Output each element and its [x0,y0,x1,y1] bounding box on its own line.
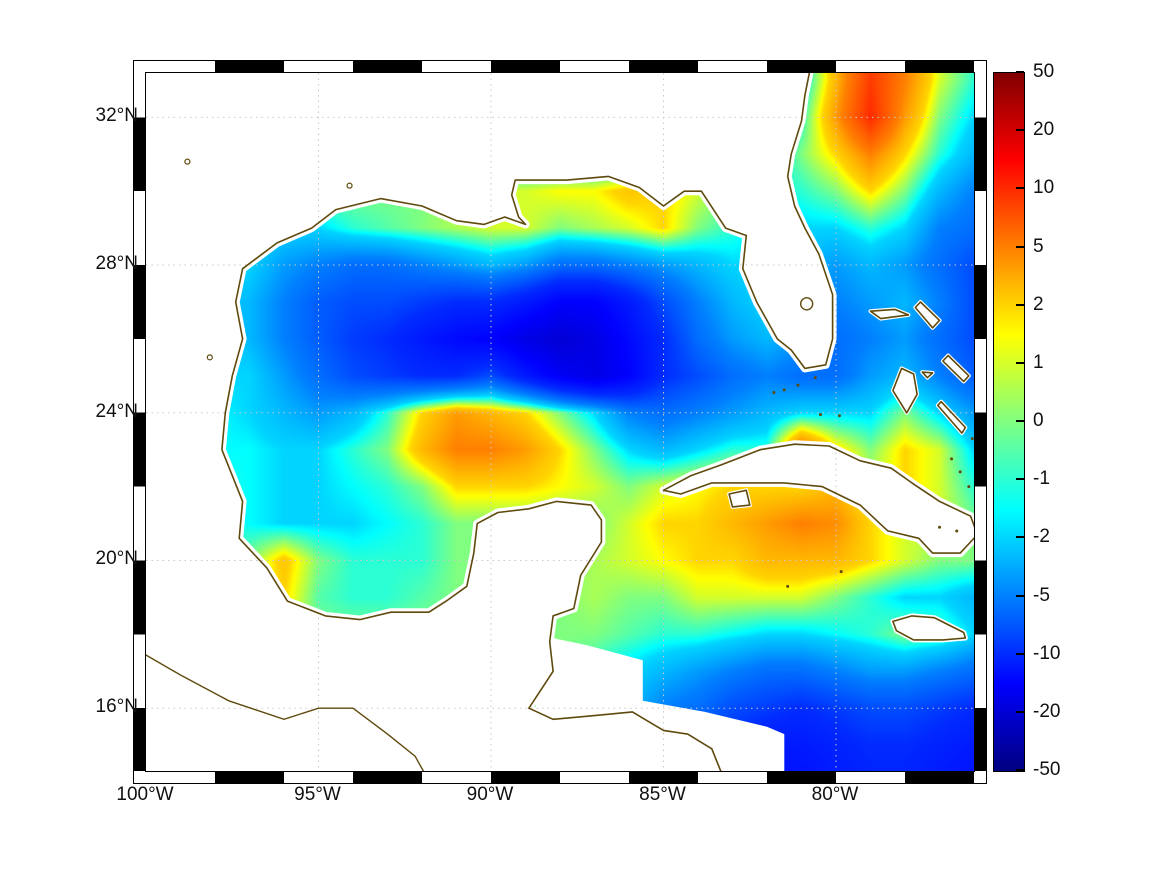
land-north-america-coastline [221,73,834,771]
small-island-dot [970,437,974,441]
colorbar-tick-mark [1016,478,1024,481]
colorbar-tick-mark [1016,594,1024,597]
map-frame-right-border [974,73,986,771]
colorbar-tick-mark [1016,361,1024,364]
small-island-dot [782,388,786,392]
colorbar-tick-mark [1016,420,1024,422]
land-north-america-mask [146,73,837,771]
small-island-dot [813,376,817,380]
land-isla-juventud-coastline [728,489,751,508]
x-tick-label: 100°W [116,784,174,805]
x-tick-label: 95°W [294,784,341,805]
small-lake [184,158,191,165]
x-tick-label: 80°W [811,784,859,805]
colorbar-tick-mark [1016,536,1024,539]
y-tick-label: 28°N [95,253,138,275]
colorbar-tick-mark [1016,187,1024,190]
colorbar-tick-mark [1016,652,1024,655]
small-island-dot [958,470,962,474]
x-tick-label: 85°W [639,784,686,805]
land-cuba-mask [659,440,974,558]
x-tick-label: 90°W [466,784,514,805]
colorbar-tick-label: 10 [1033,177,1055,199]
y-tick-label: 20°N [95,548,138,570]
colorbar-tick-mark [1016,129,1024,132]
colorbar-tick-label: 1 [1033,351,1044,373]
small-island-dot [938,525,941,529]
small-island-dot [950,457,954,461]
land-jamaica-coastline [892,615,967,641]
small-island-dot [818,413,822,417]
colorbar-gradient [993,72,1025,772]
land-new-providence-coastline [921,371,934,379]
y-tick-label: 24°N [95,400,138,422]
small-island-dot [796,383,800,387]
land-grand-bahama-coastline [869,308,910,320]
small-island-dot [786,584,790,588]
small-island-dot [839,570,843,574]
land-cuba-coastline [662,443,974,554]
colorbar-tick-label: 2 [1033,293,1044,315]
colorbar-tick-label: 20 [1033,119,1055,141]
y-tick-label: 32°N [95,105,138,127]
map-frame [133,60,987,784]
colorbar-tick-mark [1016,245,1024,248]
small-lake [346,182,353,189]
small-island-dot [955,529,959,533]
colorbar-tick-label: -5 [1033,584,1050,606]
colorbar-tick-mark [1016,710,1024,713]
colorbar-tick-label: -1 [1033,468,1050,490]
map-frame-left-border [134,73,146,771]
colorbar-tick-label: -10 [1033,642,1061,664]
colorbar-tick-label: -20 [1033,700,1061,722]
map-area [145,72,975,772]
land-eleuthera-mask [940,353,971,384]
colorbar-tick-mark [1016,769,1024,771]
map-frame-bottom-border [146,771,974,783]
colorbar-tick-label: -50 [1033,759,1061,780]
lake-okeechobee [799,297,814,311]
colorbar-tick-label: -2 [1033,526,1050,548]
map-frame-top-border [146,61,974,73]
land-eleuthera-coastline [942,354,970,383]
colorbar-tick-mark [1016,303,1024,306]
land-abaco-coastline [914,301,941,329]
coastline-overlay [146,73,974,771]
colorbar-tick-mark [1016,71,1024,73]
pacific-coastline [146,654,425,771]
small-island-dot [837,414,841,418]
colorbar-tick-label: 0 [1033,410,1044,431]
colorbar-tick-label: 5 [1033,235,1044,257]
small-island-dot [772,390,776,394]
small-island-dot [967,485,971,489]
land-andros-coastline [892,367,918,414]
y-tick-label: 16°N [95,696,138,718]
land-exuma-coastline [937,400,967,434]
land-exuma-mask [935,399,968,436]
colorbar-tick-label: 50 [1033,61,1055,82]
small-lake [206,354,213,361]
